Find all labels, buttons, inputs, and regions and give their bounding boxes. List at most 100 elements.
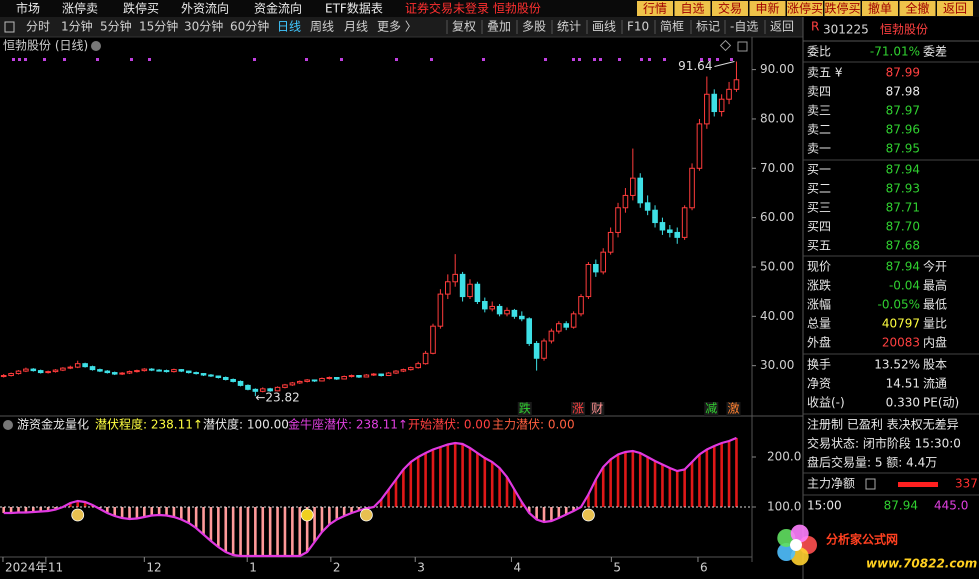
- period-tab[interactable]: 日线: [277, 20, 301, 34]
- indicator-bar: [313, 507, 316, 542]
- stat-label: 涨跌: [807, 278, 831, 293]
- indicator-bar: [2, 507, 6, 513]
- menu-button[interactable]: 自选: [680, 2, 704, 16]
- period-tab[interactable]: 5分钟: [100, 19, 132, 34]
- period-tab[interactable]: 15分钟: [139, 19, 178, 34]
- signal-icon: [359, 508, 373, 522]
- period-tab[interactable]: 30分钟: [184, 19, 223, 34]
- indicator-bar: [513, 489, 516, 507]
- indicator-bar: [180, 507, 183, 520]
- book-price: 87.71: [886, 201, 920, 215]
- tool-button[interactable]: 返回: [770, 20, 794, 34]
- period-tab[interactable]: 60分钟: [230, 19, 269, 34]
- menu-button[interactable]: 全撤: [905, 1, 929, 16]
- y-tick-label: 40.00: [760, 309, 794, 323]
- period-tab[interactable]: 分时: [26, 20, 50, 34]
- candle-body: [526, 318, 533, 344]
- book-label: 卖五 ¥: [807, 66, 843, 80]
- signal-dot: [63, 58, 66, 61]
- candle-body: [163, 370, 170, 373]
- candle-body: [637, 177, 644, 204]
- indicator-bar: [631, 451, 635, 507]
- indicator-bar: [483, 458, 487, 507]
- stock-code: 301225: [823, 23, 869, 37]
- signal-dot: [96, 58, 99, 61]
- tool-button[interactable]: 叠加: [487, 20, 511, 34]
- flow-bar: [898, 482, 938, 487]
- period-tab[interactable]: 1分钟: [61, 19, 93, 34]
- book-label: 卖四: [807, 85, 831, 99]
- candle-body: [644, 202, 651, 211]
- period-tab[interactable]: 更多 〉: [377, 20, 417, 34]
- indicator-legend: 金牛座潜伏: 238.11↑: [288, 417, 408, 432]
- menu-item[interactable]: 外资流向: [181, 1, 229, 16]
- candle-body: [215, 375, 222, 379]
- menu-button[interactable]: 行情: [643, 2, 667, 16]
- candle-body: [319, 377, 325, 382]
- menu-button[interactable]: 跌停买: [824, 1, 860, 16]
- signal-dot: [430, 58, 433, 61]
- tool-button[interactable]: 复权: [452, 20, 476, 34]
- tool-button[interactable]: F10: [627, 20, 649, 34]
- indicator-bar: [165, 507, 168, 516]
- tool-button[interactable]: 简框: [660, 20, 684, 34]
- tool-button[interactable]: 标记: [696, 20, 720, 34]
- period-tab[interactable]: 月线: [344, 20, 368, 34]
- indicator-bar: [217, 507, 220, 547]
- signal-dot: [730, 58, 733, 61]
- menu-item[interactable]: ETF数据表: [325, 1, 383, 16]
- indicator-bar: [379, 499, 383, 507]
- signal-tag-bg: [726, 402, 741, 416]
- indicator-bar: [298, 507, 302, 556]
- menu-button[interactable]: 交易: [718, 1, 742, 16]
- book-price: 87.98: [886, 85, 920, 99]
- tool-button[interactable]: 画线: [592, 20, 616, 34]
- signal-dot: [572, 58, 575, 61]
- indicator-bar: [727, 441, 731, 507]
- indicator-bar: [661, 464, 664, 507]
- candle-body: [407, 367, 414, 371]
- candle-body: [459, 273, 466, 298]
- tool-button[interactable]: 多股: [522, 20, 546, 34]
- quote-label: 委比: [807, 45, 831, 59]
- y-tick-label: 80.00: [760, 111, 794, 125]
- menu-button[interactable]: 申新: [755, 1, 779, 16]
- candle-body: [378, 373, 384, 377]
- indicator-bar: [505, 477, 509, 507]
- indicator-bar: [202, 507, 205, 535]
- y-tick-label: 200.0: [767, 450, 801, 464]
- candle-body: [578, 296, 584, 315]
- title-dropdown: [91, 41, 101, 51]
- candle-body: [97, 369, 103, 372]
- candle-body: [430, 325, 436, 354]
- candle-body: [134, 370, 140, 373]
- book-label: 卖二: [807, 123, 831, 137]
- signal-dot: [648, 58, 651, 61]
- signal-dot: [578, 58, 581, 61]
- stat-label: 量比: [923, 317, 947, 331]
- menu-button[interactable]: 涨停买: [787, 1, 823, 16]
- menu-item[interactable]: 资金流向: [254, 1, 302, 16]
- book-label: 买一: [807, 163, 831, 177]
- indicator-bar: [712, 446, 716, 507]
- period-tab[interactable]: 周线: [310, 20, 334, 34]
- indicator-bar: [46, 507, 50, 511]
- indicator-bar: [535, 507, 538, 520]
- indicator-bar: [246, 507, 250, 556]
- indicator-bar: [616, 454, 620, 507]
- indicator-bar: [150, 507, 154, 516]
- tool-button[interactable]: -自选: [730, 20, 758, 34]
- candle-body: [30, 368, 37, 372]
- menu-item[interactable]: 涨停卖: [62, 1, 98, 16]
- menu-item[interactable]: 市场: [16, 1, 40, 16]
- indicator-bar: [409, 462, 413, 507]
- menu-button[interactable]: 撤单: [868, 1, 892, 16]
- tool-button[interactable]: 统计: [557, 20, 581, 34]
- signal-dot: [18, 58, 21, 61]
- annotation-leader: [714, 61, 735, 67]
- indicator-bar: [735, 437, 738, 507]
- candle-body: [333, 377, 340, 380]
- menu-item[interactable]: 跌停买: [123, 1, 159, 16]
- menu-button[interactable]: 返回: [943, 2, 967, 16]
